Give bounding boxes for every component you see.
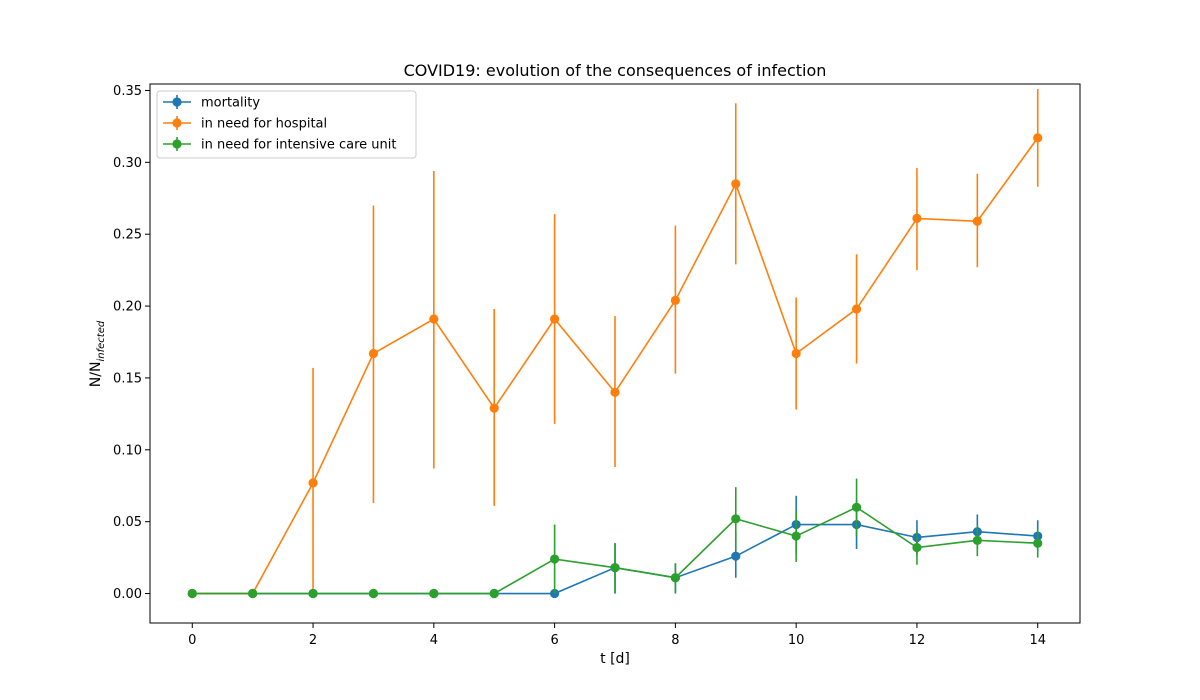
legend-marker	[172, 139, 182, 149]
data-point	[731, 179, 741, 189]
data-point	[791, 531, 801, 541]
data-point	[851, 502, 862, 512]
legend-label: mortality	[201, 96, 260, 111]
data-point	[550, 314, 560, 324]
y-tick-label: 0.30	[113, 156, 142, 171]
x-tick-label: 10	[788, 633, 805, 648]
series-2	[187, 478, 1043, 599]
data-point	[187, 588, 197, 599]
y-tick-label: 0.05	[113, 515, 142, 530]
x-tick-label: 8	[671, 633, 679, 648]
data-point	[308, 588, 318, 599]
data-point	[248, 588, 258, 599]
legend-label: in need for hospital	[201, 117, 327, 132]
data-point	[972, 216, 982, 226]
data-point	[912, 542, 922, 553]
y-tick-label: 0.25	[113, 228, 142, 243]
data-point	[429, 314, 439, 324]
y-tick-label: 0.00	[113, 587, 142, 602]
y-tick-label: 0.35	[113, 84, 142, 99]
data-point	[791, 348, 801, 359]
y-axis-label: N/Ninfected	[88, 320, 107, 387]
data-point	[731, 514, 741, 524]
series-1	[187, 89, 1043, 599]
data-point	[670, 295, 680, 305]
x-tick-label: 2	[309, 633, 317, 648]
legend-item: in need for intensive care unit	[163, 137, 397, 153]
legend-marker	[172, 118, 182, 128]
legend: mortality in need for hospital in need for…	[156, 90, 417, 159]
data-point	[1033, 538, 1043, 548]
data-point	[429, 588, 439, 599]
x-tick-label: 0	[188, 633, 196, 648]
chart-title: COVID19: evolution of the consequences o…	[404, 61, 827, 80]
data-point	[610, 563, 620, 573]
y-tick-label: 0.20	[113, 300, 142, 315]
x-tick-label: 4	[430, 633, 438, 648]
data-point	[912, 213, 922, 223]
data-point	[610, 387, 620, 397]
data-point	[489, 588, 499, 599]
axis-ticks: 0 2 4 6 8 10 12 14 0.00 0.05 0.10 0.15 0.20 0.25 0.30 0…	[113, 84, 1046, 648]
y-tick-label: 0.10	[113, 443, 142, 458]
data-point	[368, 348, 379, 359]
x-tick-label: 12	[909, 633, 926, 648]
data-point	[308, 478, 318, 488]
legend-item: mortality	[163, 95, 260, 111]
x-tick-label: 6	[550, 633, 558, 648]
x-tick-label: 14	[1029, 633, 1046, 648]
y-axis-label-subscript: infected	[96, 320, 107, 361]
data-point	[1033, 133, 1043, 143]
data-point	[972, 535, 982, 545]
axes-frame	[149, 83, 1081, 624]
data-point	[550, 554, 560, 564]
y-axis-label-main: N/N	[88, 362, 104, 388]
legend-item: in need for hospital	[163, 116, 327, 132]
legend-box	[156, 90, 417, 159]
legend-label: in need for intensive care unit	[201, 138, 397, 153]
data-point	[670, 573, 680, 583]
data-point	[731, 551, 741, 561]
data-point	[368, 588, 379, 599]
data-point	[489, 403, 499, 413]
plot-area	[187, 89, 1043, 599]
data-point	[851, 304, 862, 314]
legend-marker	[172, 97, 182, 107]
x-axis-label: t [d]	[600, 651, 630, 667]
y-tick-label: 0.15	[113, 371, 142, 386]
